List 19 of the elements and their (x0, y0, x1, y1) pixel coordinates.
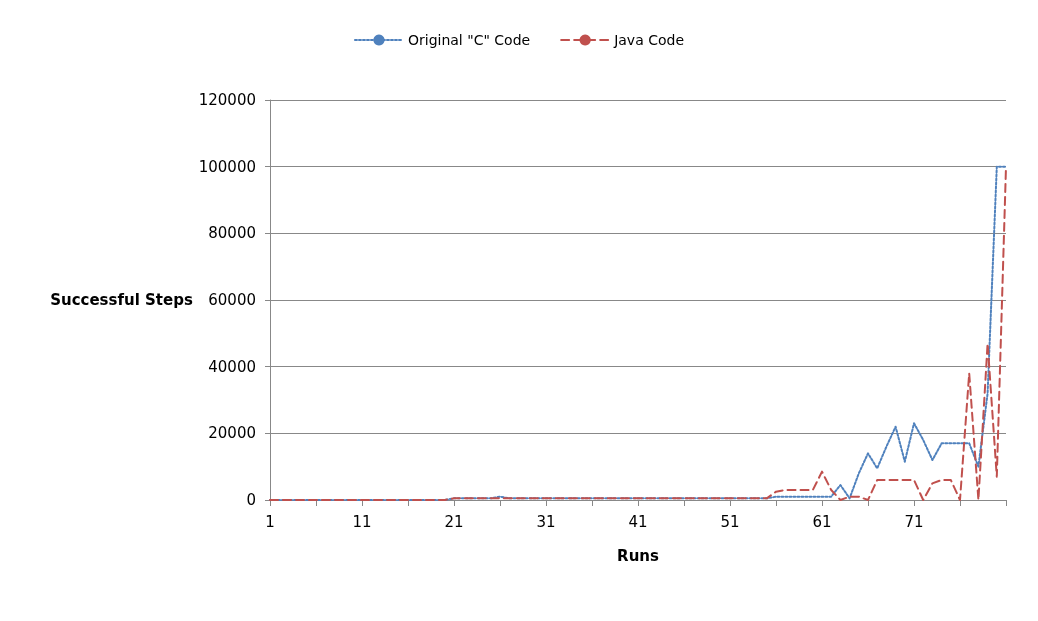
y-tick-label: 100000 (198, 157, 256, 176)
x-tick-label: 51 (720, 512, 740, 531)
x-tick-label: 1 (265, 512, 275, 531)
legend-label: Java Code (613, 32, 685, 48)
y-axis-title: Successful Steps (50, 291, 193, 309)
y-tick-label: 120000 (198, 91, 256, 109)
y-tick-label: 20000 (208, 424, 256, 443)
x-tick-label: 41 (628, 512, 648, 531)
y-tick-label: 0 (246, 491, 256, 509)
x-tick-label: 71 (904, 512, 924, 531)
y-tick-label: 80000 (208, 224, 256, 243)
x-axis-title: Runs (617, 546, 659, 565)
x-tick-label: 31 (536, 512, 556, 531)
x-tick-label: 21 (444, 512, 464, 531)
y-tick-label: 60000 (208, 291, 256, 309)
legend-label: Original "C" Code (407, 32, 531, 48)
x-tick-label: 61 (812, 512, 832, 531)
x-tick-label: 11 (352, 512, 372, 531)
y-tick-label: 40000 (208, 357, 256, 376)
